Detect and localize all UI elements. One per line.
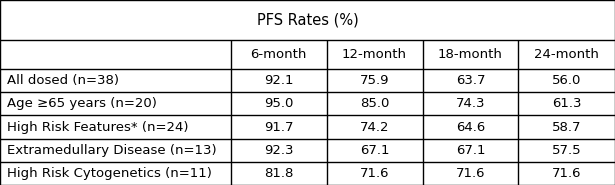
Text: 92.3: 92.3	[264, 144, 293, 157]
Text: Age ≥65 years (n=20): Age ≥65 years (n=20)	[7, 97, 157, 110]
Text: 57.5: 57.5	[552, 144, 582, 157]
Text: 71.6: 71.6	[360, 167, 389, 180]
Text: 71.6: 71.6	[552, 167, 581, 180]
Text: 92.1: 92.1	[264, 74, 293, 87]
Text: 58.7: 58.7	[552, 120, 581, 134]
Text: 91.7: 91.7	[264, 120, 293, 134]
Text: 6-month: 6-month	[250, 48, 307, 61]
Text: 12-month: 12-month	[342, 48, 407, 61]
Text: 75.9: 75.9	[360, 74, 389, 87]
Text: High Risk Features* (n=24): High Risk Features* (n=24)	[7, 120, 189, 134]
Text: All dosed (n=38): All dosed (n=38)	[7, 74, 119, 87]
Text: 74.2: 74.2	[360, 120, 389, 134]
Text: 56.0: 56.0	[552, 74, 581, 87]
Text: Extramedullary Disease (n=13): Extramedullary Disease (n=13)	[7, 144, 217, 157]
Text: 61.3: 61.3	[552, 97, 581, 110]
Text: 18-month: 18-month	[438, 48, 503, 61]
Text: 67.1: 67.1	[456, 144, 485, 157]
Text: 81.8: 81.8	[264, 167, 293, 180]
Text: High Risk Cytogenetics (n=11): High Risk Cytogenetics (n=11)	[7, 167, 212, 180]
Text: 64.6: 64.6	[456, 120, 485, 134]
Text: 71.6: 71.6	[456, 167, 485, 180]
Text: 24-month: 24-month	[534, 48, 599, 61]
Text: 95.0: 95.0	[264, 97, 293, 110]
Text: 74.3: 74.3	[456, 97, 485, 110]
Text: 85.0: 85.0	[360, 97, 389, 110]
Text: 67.1: 67.1	[360, 144, 389, 157]
Text: 63.7: 63.7	[456, 74, 485, 87]
Text: PFS Rates (%): PFS Rates (%)	[256, 12, 359, 27]
